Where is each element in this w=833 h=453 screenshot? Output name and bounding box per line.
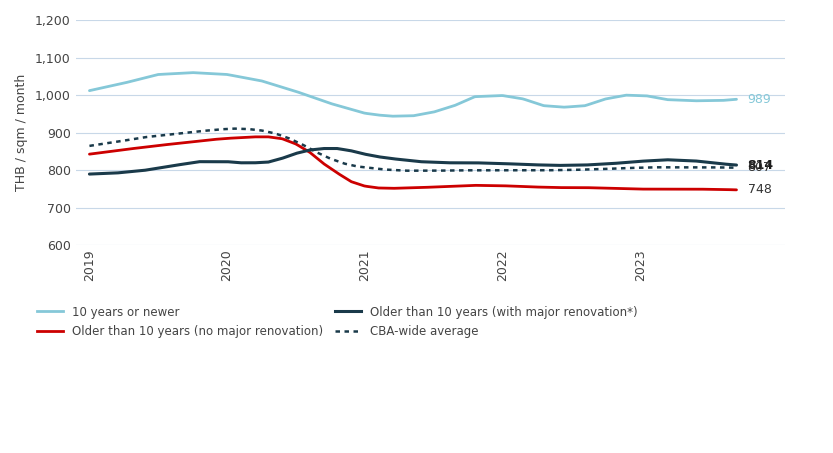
Text: 814: 814 bbox=[747, 159, 774, 172]
Text: 989: 989 bbox=[747, 93, 771, 106]
Text: 748: 748 bbox=[747, 183, 771, 196]
Text: 807: 807 bbox=[747, 161, 771, 174]
Y-axis label: THB / sqm / month: THB / sqm / month bbox=[15, 74, 28, 191]
Legend: 10 years or newer, Older than 10 years (no major renovation), Older than 10 year: 10 years or newer, Older than 10 years (… bbox=[32, 301, 643, 343]
